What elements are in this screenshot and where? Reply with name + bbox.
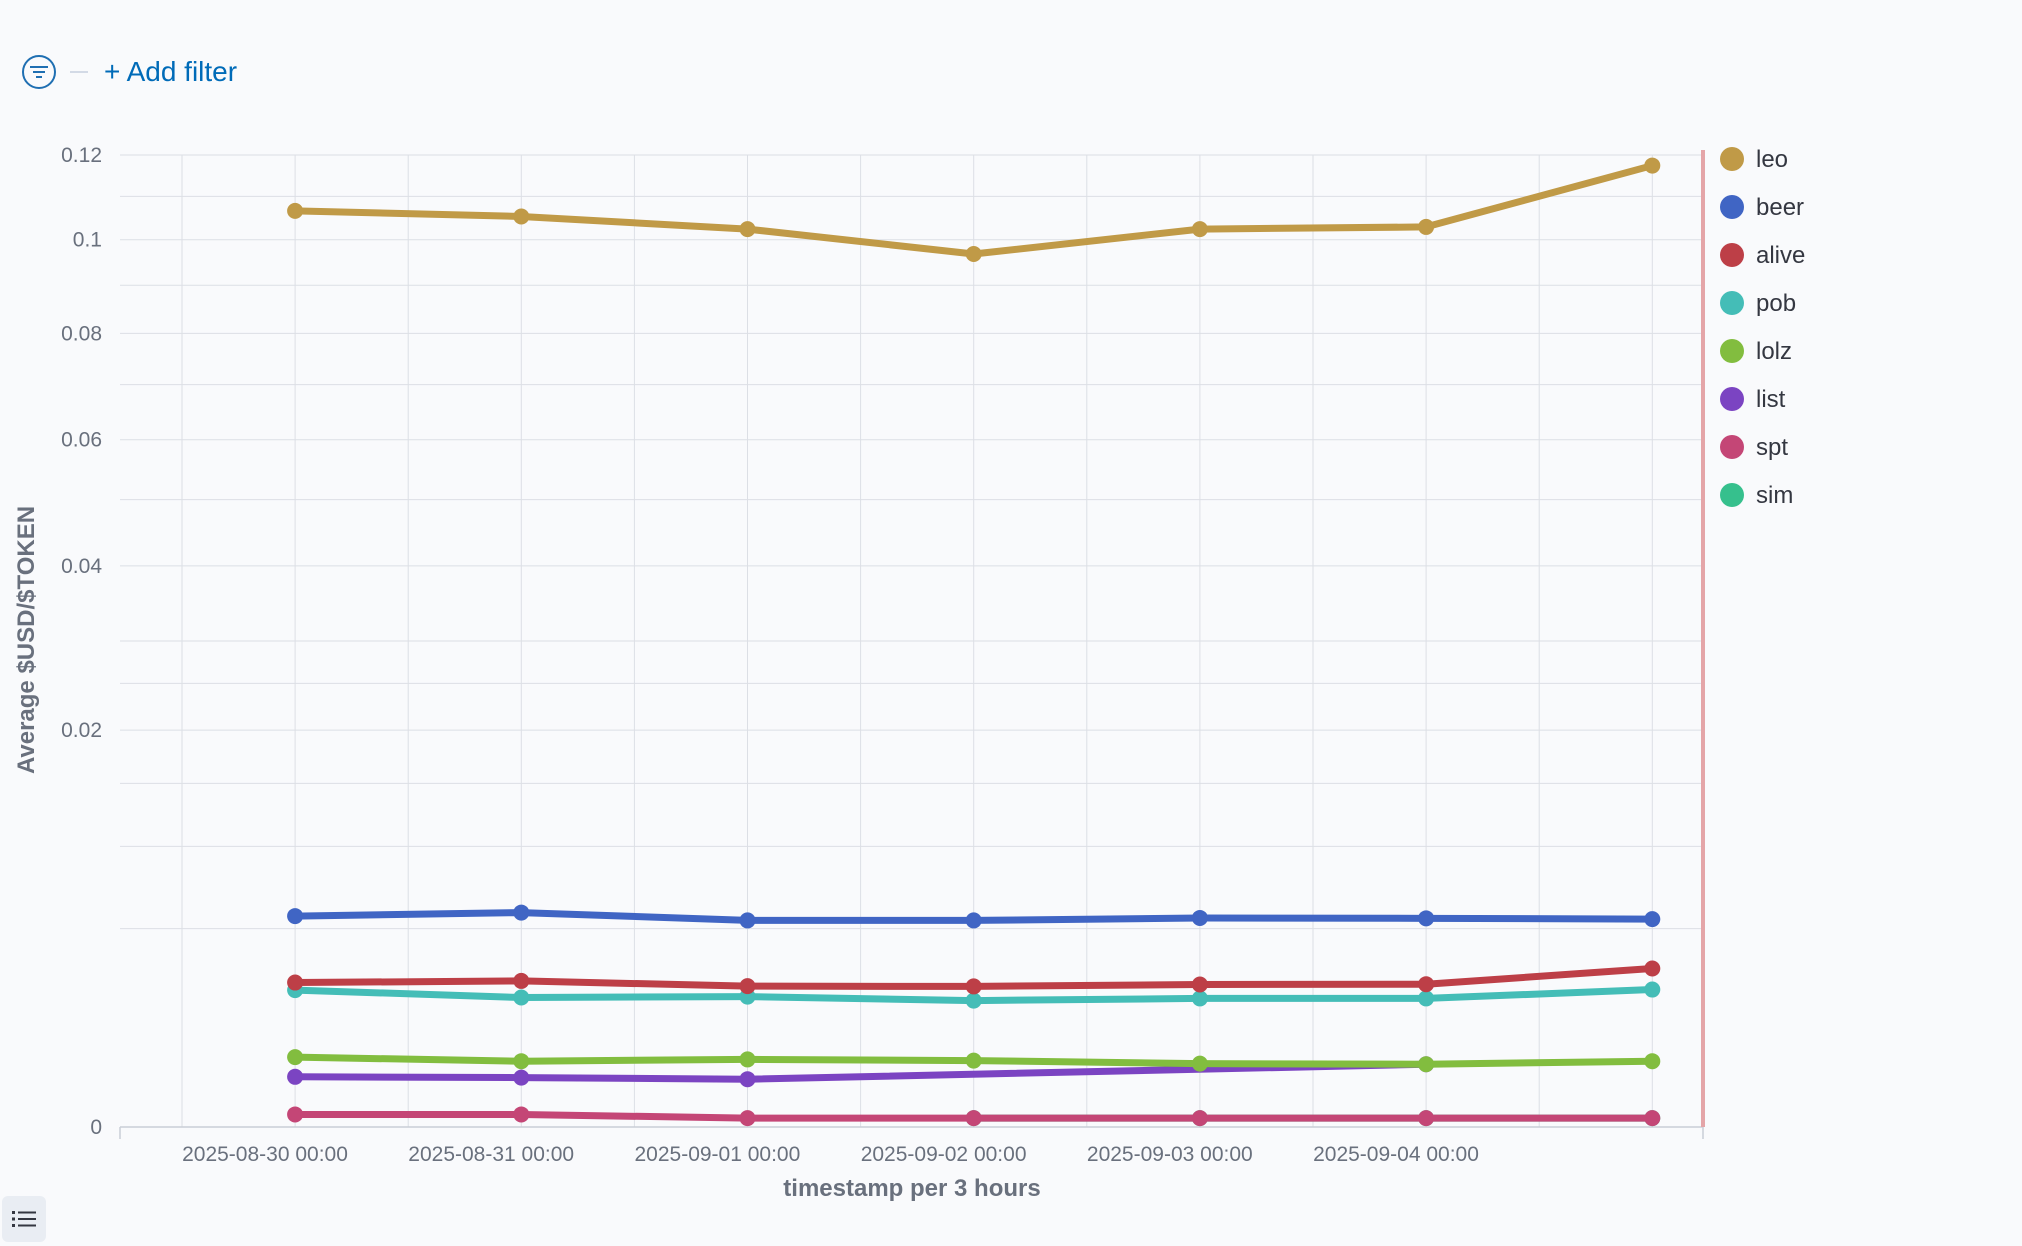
legend-label-lolz: lolz [1756,338,1792,365]
data-point-beer [965,912,982,929]
data-point-lolz [1418,1056,1435,1073]
legend-toggle-button[interactable] [2,1196,46,1242]
legend-marker-sim [1720,483,1744,507]
data-point-leo [739,221,756,238]
data-point-alive [513,972,530,989]
chart-grid [120,154,1703,1127]
chart-series [287,157,1661,1127]
data-point-leo [513,208,530,225]
x-tick-label: 2025-09-01 00:00 [634,1143,800,1166]
data-point-list [739,1071,756,1088]
legend-marker-list [1720,387,1744,411]
legend-label-beer: beer [1756,194,1804,221]
data-point-list [513,1069,530,1086]
y-axis-title: Average $USD/$TOKEN [13,506,40,774]
data-point-leo [965,246,982,263]
data-point-beer [1191,909,1208,926]
filter-separator [70,71,88,73]
data-point-lolz [739,1051,756,1068]
filter-icon[interactable] [22,55,56,89]
data-point-pob [1191,990,1208,1007]
data-point-beer [513,904,530,921]
data-point-alive [287,974,304,991]
data-point-alive [1191,976,1208,993]
data-point-spt [965,1110,982,1127]
legend-label-alive: alive [1756,242,1805,269]
legend-marker-pob [1720,291,1744,315]
chart-axes: 0 0.02 0.04 0.06 0.08 0.1 0.12 2025-08-30 00:00… [13,144,1705,1202]
y-tick-label: 0.12 [61,144,102,167]
data-point-alive [965,978,982,995]
legend-label-sim: sim [1756,482,1793,509]
data-point-spt [739,1110,756,1127]
y-tick-label: 0.02 [61,719,102,742]
legend-label-leo: leo [1756,146,1788,173]
data-point-list [287,1068,304,1085]
data-point-beer [739,912,756,929]
data-point-lolz [287,1049,304,1066]
x-axis-title: timestamp per 3 hours [783,1175,1040,1202]
data-point-spt [513,1106,530,1123]
data-point-pob [513,989,530,1006]
x-tick-label: 2025-09-03 00:00 [1087,1143,1253,1166]
series-line-list [291,1060,1430,1083]
legend-marker-lolz [1720,339,1744,363]
filter-bar: + Add filter [22,52,237,92]
data-point-alive [1644,960,1661,977]
y-tick-label: 0 [90,1116,102,1139]
data-point-pob [1644,981,1661,998]
y-tick-label: 0.08 [61,322,102,345]
data-point-beer [287,908,304,925]
y-tick-label: 0.1 [73,229,102,252]
legend-label-list: list [1756,386,1786,413]
x-tick-label: 2025-08-30 00:00 [182,1143,348,1166]
data-point-leo [1418,218,1435,235]
chart-legend: leo beer alive pob lolz list spt sim [1720,146,1805,509]
data-point-lolz [1644,1053,1661,1070]
data-point-pob [1418,990,1435,1007]
x-tick-label: 2025-08-31 00:00 [408,1143,574,1166]
data-point-pob [965,992,982,1009]
legend-marker-alive [1720,243,1744,267]
y-tick-label: 0.04 [61,555,102,578]
legend-label-spt: spt [1756,434,1788,461]
legend-label-pob: pob [1756,290,1796,317]
x-tick-label: 2025-09-04 00:00 [1313,1143,1479,1166]
legend-marker-leo [1720,147,1744,171]
data-point-spt [287,1106,304,1123]
data-point-spt [1418,1110,1435,1127]
data-point-lolz [1191,1055,1208,1072]
data-point-lolz [513,1053,530,1070]
data-point-leo [1191,221,1208,238]
data-point-leo [1644,157,1661,174]
data-point-alive [739,978,756,995]
data-point-alive [1418,976,1435,993]
x-tick-label: 2025-09-02 00:00 [861,1143,1027,1166]
data-point-spt [1644,1110,1661,1127]
legend-marker-spt [1720,435,1744,459]
data-point-leo [287,202,304,219]
y-tick-label: 0.06 [61,429,102,452]
add-filter-button[interactable]: + Add filter [104,56,238,87]
list-icon [12,1211,36,1227]
legend-marker-beer [1720,195,1744,219]
data-point-beer [1418,910,1435,927]
data-point-spt [1191,1110,1208,1127]
data-point-beer [1644,911,1661,928]
data-point-lolz [965,1052,982,1069]
